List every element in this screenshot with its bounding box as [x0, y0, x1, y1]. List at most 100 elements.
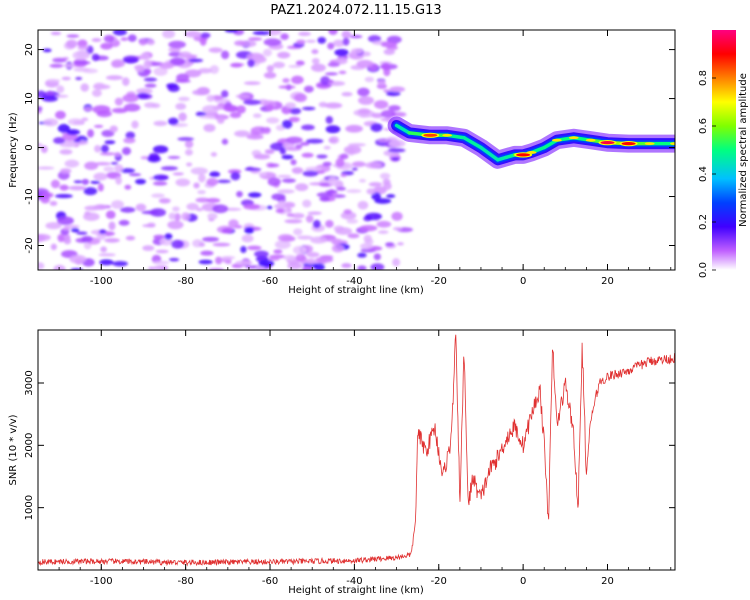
noise-blob — [93, 161, 111, 166]
noise-blob — [281, 154, 294, 160]
noise-blob — [386, 91, 401, 97]
noise-blob — [234, 130, 250, 138]
noise-blob — [77, 45, 90, 50]
noise-blob — [253, 153, 271, 160]
noise-blob — [93, 124, 104, 128]
noise-blob — [167, 220, 184, 230]
noise-blob — [265, 103, 274, 112]
signal-core-segment — [462, 136, 483, 150]
noise-blob — [377, 230, 389, 234]
noise-blob — [208, 47, 223, 53]
noise-blob — [152, 260, 170, 265]
xtick-label: -80 — [177, 276, 193, 287]
noise-blob — [347, 233, 360, 239]
noise-blob — [341, 263, 352, 269]
noise-blob — [267, 177, 281, 187]
noise-blob — [266, 205, 273, 210]
noise-blob — [318, 101, 328, 108]
noise-blob — [298, 31, 311, 36]
noise-blob — [376, 220, 392, 228]
xtick-label: -40 — [346, 576, 362, 587]
noise-blob — [146, 39, 155, 46]
noise-blob — [134, 178, 147, 185]
noise-blob — [383, 48, 396, 56]
noise-blob — [209, 65, 219, 74]
noise-blob — [57, 123, 71, 133]
signal-peak — [621, 142, 636, 146]
noise-blob — [338, 70, 347, 75]
noise-blob — [320, 76, 330, 85]
noise-blob — [327, 79, 334, 84]
noise-blob — [178, 96, 190, 102]
signal-spot — [644, 142, 655, 146]
noise-blob — [387, 148, 406, 153]
noise-blob — [286, 212, 295, 217]
noise-blob — [385, 242, 395, 247]
noise-blob — [255, 265, 266, 270]
noise-blob — [221, 228, 233, 234]
noise-blob — [66, 39, 78, 49]
noise-blob — [282, 141, 295, 149]
noise-blob — [114, 164, 124, 173]
noise-blob — [295, 183, 309, 192]
noise-blob — [253, 113, 262, 119]
noise-blob — [168, 257, 180, 262]
noise-blob — [386, 194, 396, 199]
noise-blob — [54, 110, 66, 120]
noise-blob — [322, 161, 332, 167]
noise-blob — [325, 190, 338, 194]
noise-blob — [241, 234, 254, 243]
noise-blob — [331, 244, 345, 253]
noise-blob — [368, 182, 383, 187]
noise-blob — [291, 167, 304, 174]
noise-blob — [326, 238, 342, 243]
noise-blob — [144, 83, 157, 88]
noise-blob — [53, 137, 66, 145]
noise-blob — [64, 159, 80, 168]
colorbar-tick-label: 0.6 — [698, 118, 709, 134]
noise-blob — [334, 48, 349, 57]
ytick-label: 20 — [24, 43, 35, 56]
noise-blob — [184, 69, 202, 78]
ytick-label: -10 — [24, 188, 35, 204]
noise-blob — [158, 198, 171, 204]
ytick-label: 10 — [24, 92, 35, 105]
noise-blob — [277, 234, 294, 242]
noise-blob — [292, 245, 307, 255]
noise-blob — [370, 123, 383, 132]
noise-blob — [91, 38, 102, 42]
noise-blob — [357, 252, 367, 258]
noise-blob — [358, 96, 374, 105]
noise-blob — [236, 190, 243, 198]
noise-blob — [210, 152, 218, 157]
noise-blob — [105, 210, 116, 219]
signal-core-segment — [394, 123, 411, 135]
noise-blob — [174, 213, 181, 222]
noise-blob — [381, 62, 391, 71]
noise-blob — [141, 210, 160, 215]
signal-peak — [516, 153, 531, 157]
noise-blob — [66, 34, 80, 38]
noise-blob — [123, 103, 141, 112]
spectrogram-plot-area — [38, 30, 675, 270]
noise-blob — [208, 267, 224, 270]
noise-blob — [52, 58, 67, 63]
noise-blob — [373, 100, 389, 109]
noise-blob — [366, 188, 376, 195]
xtick-label: 0 — [520, 276, 526, 287]
noise-blob — [123, 137, 136, 144]
noise-blob — [296, 39, 306, 45]
noise-blob — [307, 211, 322, 215]
noise-blob — [41, 192, 54, 198]
snr-panel: -100 -80 -60 -40 -20 0 20 1000 2000 3000 Height o… — [8, 329, 676, 596]
colorbar-tick-label: 0.2 — [698, 214, 709, 230]
noise-blob — [328, 136, 340, 144]
noise-blob — [100, 144, 109, 153]
noise-blob — [178, 112, 187, 122]
spectrogram-ylabel: Frequency (Hz) — [8, 112, 19, 188]
noise-blob — [346, 189, 362, 194]
noise-blob — [341, 30, 352, 39]
noise-blob — [224, 30, 239, 33]
noise-blob — [111, 200, 124, 209]
